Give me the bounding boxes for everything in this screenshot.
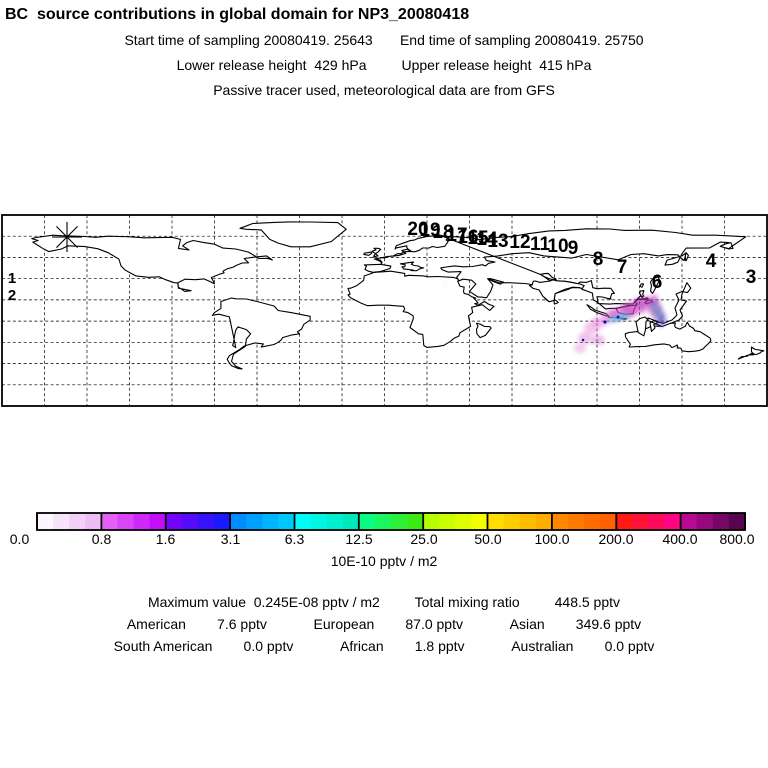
svg-text:20: 20 [407, 219, 428, 240]
svg-text:6: 6 [652, 272, 663, 293]
svg-text:7: 7 [617, 257, 628, 278]
svg-text:12: 12 [509, 232, 530, 253]
svg-text:1: 1 [8, 270, 16, 287]
svg-text:4: 4 [706, 251, 717, 272]
svg-text:11: 11 [530, 234, 551, 255]
svg-text:3: 3 [746, 267, 757, 288]
svg-text:10: 10 [547, 236, 568, 257]
svg-text:9: 9 [568, 238, 579, 259]
svg-text:8: 8 [593, 249, 604, 270]
svg-text:2: 2 [8, 287, 16, 304]
